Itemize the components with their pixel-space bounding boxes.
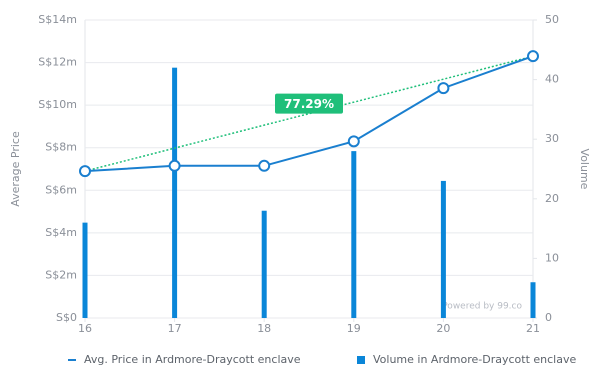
point xyxy=(168,159,181,172)
y-tick-label: S$14m xyxy=(38,13,77,26)
credit: Powered by 99.co xyxy=(442,302,522,312)
trend-line xyxy=(84,55,534,172)
y2-tick-label: 0 xyxy=(545,311,552,324)
y-tick-label: S$6m xyxy=(45,183,77,196)
x-tick-label: 18 xyxy=(257,322,271,335)
y-tick-label: S$10m xyxy=(38,98,77,111)
x-tick-label: 20 xyxy=(436,322,450,335)
line xyxy=(84,55,534,173)
bar xyxy=(440,180,446,318)
y-axis-label: Average Price xyxy=(9,131,22,207)
point xyxy=(437,82,450,95)
bar xyxy=(82,222,88,318)
bar xyxy=(172,67,178,319)
x-tick-label: 17 xyxy=(168,322,182,335)
y-tick-label: S$0 xyxy=(56,311,77,324)
legend-icon xyxy=(357,356,365,364)
x-tick-label: 19 xyxy=(347,322,361,335)
y2-tick-label: 20 xyxy=(545,192,559,205)
annotation-text: 77.29% xyxy=(284,97,334,111)
y2-tick-label: 30 xyxy=(545,132,559,145)
point xyxy=(79,165,91,178)
x-tick-label: 21 xyxy=(526,322,540,335)
y2-tick-label: 10 xyxy=(545,251,559,264)
bar xyxy=(530,282,536,318)
y-tick-label: S$8m xyxy=(45,141,77,154)
y-tick-label: S$12m xyxy=(38,56,77,69)
y-tick-label: S$2m xyxy=(45,268,77,281)
x-tick-label: 16 xyxy=(78,322,92,335)
bar xyxy=(261,210,267,318)
point xyxy=(258,159,271,172)
annotation-box xyxy=(275,93,343,114)
y2-axis-label: Volume xyxy=(578,149,591,190)
y2-tick-label: 50 xyxy=(545,13,559,26)
point xyxy=(527,50,539,63)
point xyxy=(347,135,360,148)
y2-tick-label: 40 xyxy=(545,73,559,86)
legend-label: Volume in Ardmore-Draycott enclave xyxy=(373,353,576,366)
bar xyxy=(351,151,357,318)
y-tick-label: S$4m xyxy=(45,226,77,239)
legend-label: Avg. Price in Ardmore-Draycott enclave xyxy=(84,353,301,366)
